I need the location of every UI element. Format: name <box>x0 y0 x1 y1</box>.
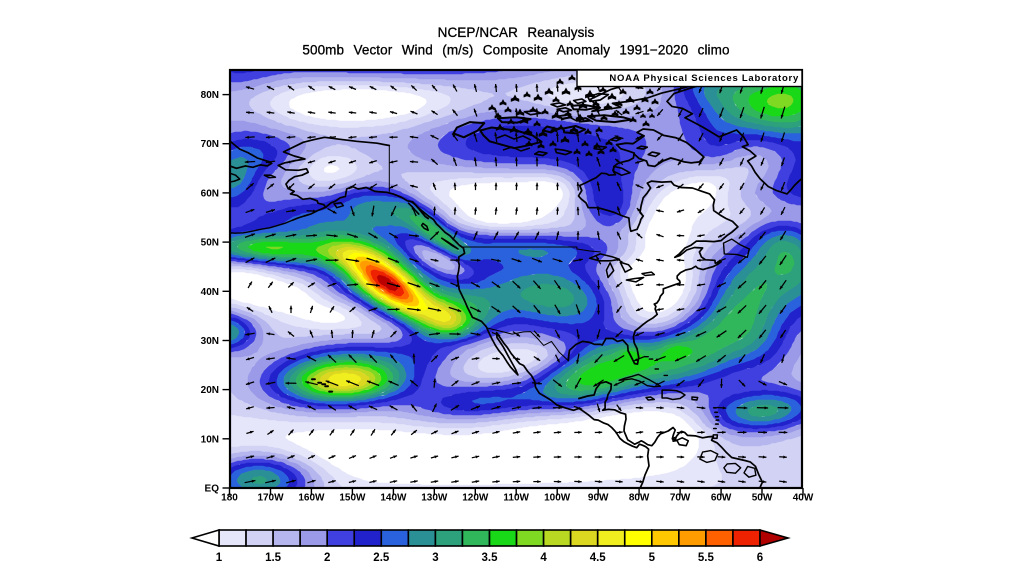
svg-text:80W: 80W <box>629 493 650 504</box>
svg-text:140W: 140W <box>380 493 407 504</box>
svg-text:30N: 30N <box>201 336 219 347</box>
svg-text:500mb Vector Wind (m/s) Compos: 500mb Vector Wind (m/s) Composite Anomal… <box>302 43 729 58</box>
svg-text:60N: 60N <box>201 188 219 199</box>
svg-text:170W: 170W <box>257 493 284 504</box>
svg-text:40W: 40W <box>793 493 814 504</box>
svg-text:2.5: 2.5 <box>373 552 390 564</box>
svg-text:3: 3 <box>432 552 438 564</box>
svg-text:130W: 130W <box>421 493 448 504</box>
svg-text:50W: 50W <box>752 493 773 504</box>
svg-text:10N: 10N <box>201 434 219 445</box>
svg-text:4.5: 4.5 <box>590 552 607 564</box>
svg-text:2: 2 <box>324 552 330 564</box>
svg-text:EQ: EQ <box>205 484 220 495</box>
svg-text:160W: 160W <box>298 493 325 504</box>
svg-text:40N: 40N <box>201 287 219 298</box>
svg-text:150W: 150W <box>339 493 366 504</box>
svg-text:20N: 20N <box>201 385 219 396</box>
svg-text:NCEP/NCAR Reanalysis: NCEP/NCAR Reanalysis <box>438 25 595 40</box>
svg-text:110W: 110W <box>503 493 529 504</box>
svg-text:3.5: 3.5 <box>482 552 499 564</box>
svg-text:180: 180 <box>221 493 238 504</box>
svg-text:60W: 60W <box>711 493 732 504</box>
svg-text:1.5: 1.5 <box>265 552 282 564</box>
svg-text:100W: 100W <box>544 493 571 504</box>
svg-text:5.5: 5.5 <box>698 552 715 564</box>
svg-text:4: 4 <box>540 552 547 564</box>
svg-text:70W: 70W <box>670 493 691 504</box>
svg-text:80N: 80N <box>201 90 219 101</box>
svg-text:120W: 120W <box>462 493 489 504</box>
svg-text:5: 5 <box>649 552 656 564</box>
svg-text:1: 1 <box>216 552 223 564</box>
svg-text:NOAA Physical Sciences Laborat: NOAA Physical Sciences Laboratory <box>609 73 799 84</box>
svg-text:70N: 70N <box>201 139 219 150</box>
svg-text:50N: 50N <box>201 238 219 249</box>
svg-text:90W: 90W <box>588 493 609 504</box>
svg-text:6: 6 <box>757 552 763 564</box>
